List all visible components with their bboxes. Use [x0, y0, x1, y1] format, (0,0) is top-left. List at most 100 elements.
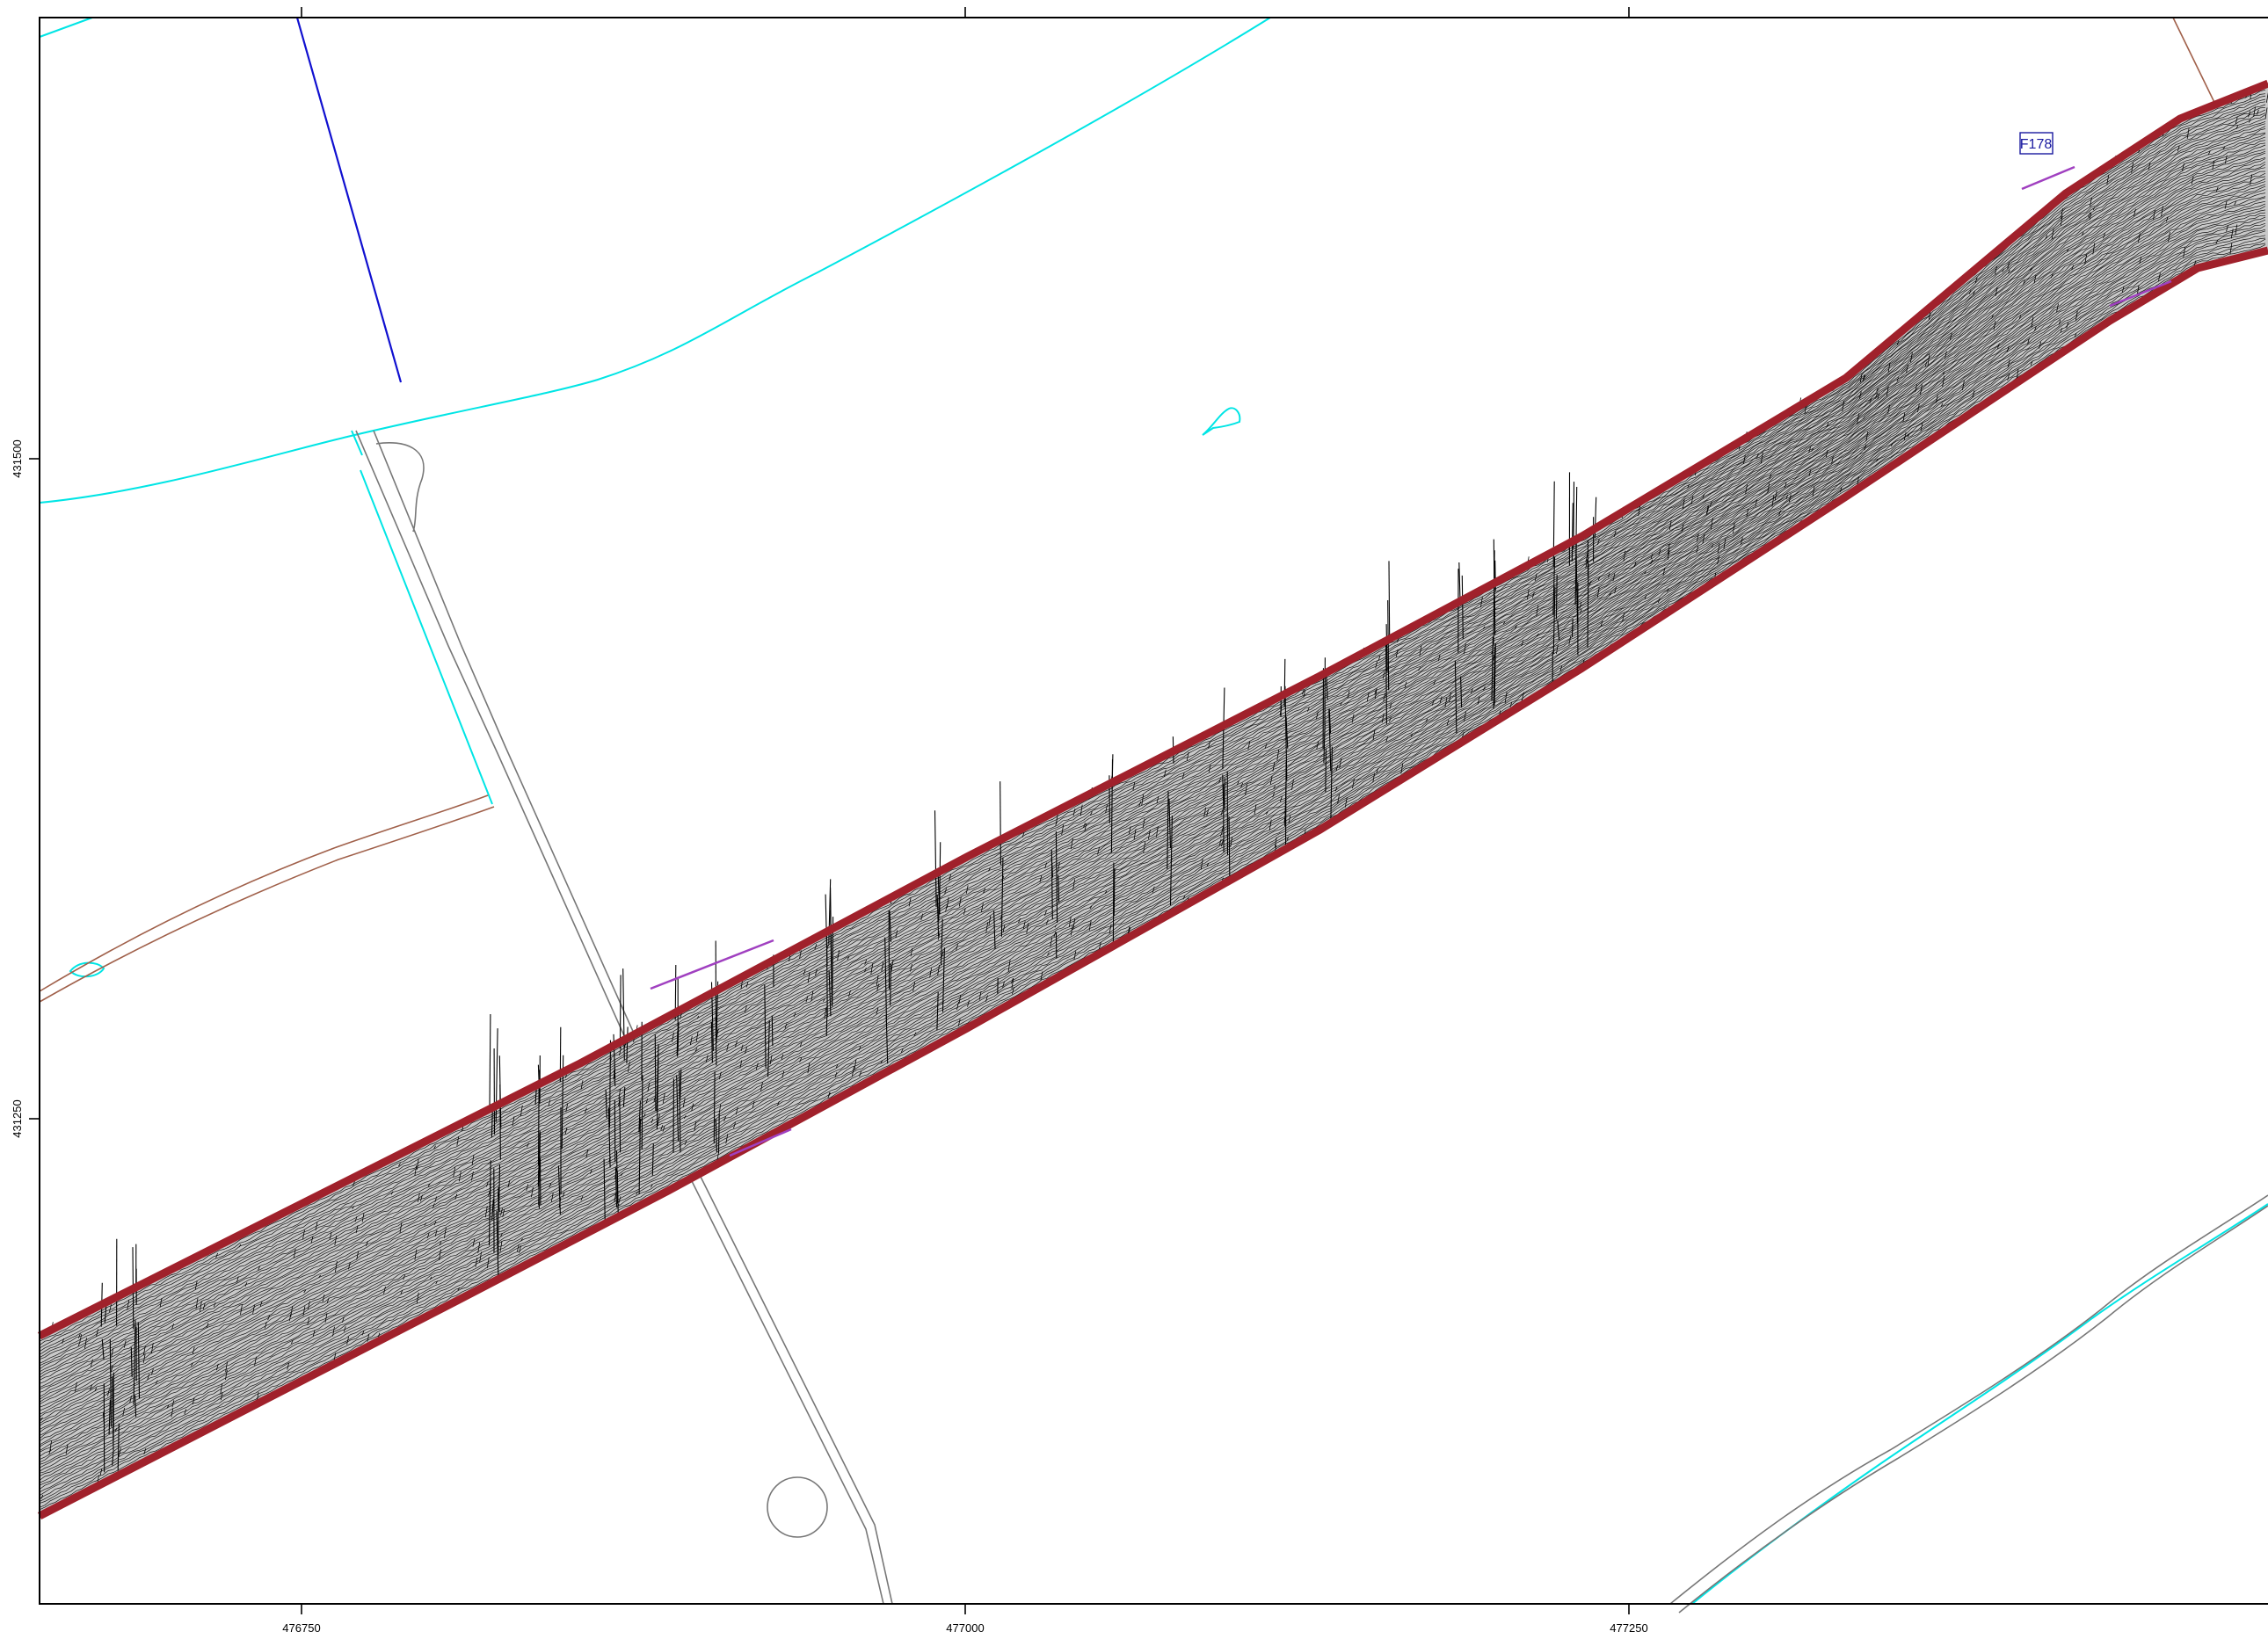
noise-blip	[123, 1340, 127, 1348]
noise-blip	[1811, 448, 1814, 452]
noise-blip	[895, 930, 898, 939]
noise-blip	[662, 1126, 665, 1132]
noise-blip	[1536, 633, 1539, 637]
noise-blip	[1644, 595, 1647, 599]
noise-blip	[682, 1098, 686, 1108]
noise-blip	[1039, 875, 1043, 883]
anomaly-spike	[677, 1022, 680, 1057]
anomaly-spike	[1328, 708, 1332, 734]
noise-blip	[1395, 649, 1399, 657]
noise-blip	[1745, 484, 1748, 495]
noise-blip	[1650, 553, 1654, 559]
noise-blip	[252, 1304, 255, 1314]
noise-blip	[84, 1338, 87, 1349]
noise-blip	[1831, 456, 1834, 464]
noise-blip	[752, 1101, 755, 1109]
noise-blip	[312, 1330, 316, 1338]
noise-blip	[1769, 473, 1772, 479]
noise-blip	[735, 1107, 738, 1115]
noise-blip	[215, 1363, 219, 1371]
anomaly-spike	[1552, 556, 1556, 615]
noise-blip	[2165, 216, 2169, 222]
anomaly-spike	[498, 1164, 501, 1208]
noise-blip	[1732, 522, 1735, 533]
noise-blip	[2191, 176, 2194, 185]
anomaly-spike	[619, 1098, 622, 1153]
noise-blip	[1089, 905, 1093, 910]
trace-line	[39, 112, 2266, 1367]
noise-blip	[618, 1196, 622, 1203]
noise-blip	[1138, 801, 1142, 807]
trace-line	[39, 189, 2266, 1452]
noise-blip	[1071, 838, 1073, 850]
noise-blip	[1002, 981, 1005, 989]
noise-blip	[1070, 925, 1073, 936]
noise-blip	[453, 1167, 456, 1178]
noise-blip	[1143, 842, 1146, 853]
anomaly-spike	[109, 1339, 113, 1427]
noise-blip	[1522, 692, 1524, 700]
noise-blip	[1044, 910, 1047, 917]
noise-blip	[1920, 423, 1923, 432]
noise-blip	[691, 1103, 694, 1112]
noise-blip	[383, 1286, 386, 1295]
noise-blip	[847, 956, 850, 961]
noise-blip	[814, 943, 818, 950]
noise-blip	[1046, 919, 1049, 925]
noise-blip	[1896, 340, 1900, 345]
noise-blip	[2034, 325, 2037, 331]
noise-blip	[683, 1115, 687, 1119]
noise-blip	[2007, 373, 2010, 381]
noise-blip	[1600, 620, 1603, 627]
noise-blip	[1917, 402, 1920, 413]
trace-line	[39, 132, 2266, 1389]
noise-blip	[705, 1055, 709, 1062]
noise-blip	[963, 908, 966, 916]
noise-blip	[444, 1228, 447, 1238]
noise-blip	[1502, 620, 1506, 625]
noise-blip	[822, 998, 825, 1002]
noise-blip	[259, 1301, 263, 1307]
noise-blip	[1090, 811, 1093, 816]
noise-blip	[618, 1088, 622, 1099]
noise-blip	[308, 1301, 310, 1309]
trace-line	[39, 170, 2266, 1430]
noise-blip	[40, 1494, 44, 1499]
noise-blip	[1681, 523, 1684, 533]
noise-blip	[1240, 782, 1243, 788]
trace-line	[39, 237, 2266, 1502]
anomaly-spike	[1168, 798, 1172, 849]
noise-blip	[864, 959, 868, 965]
anomaly-spike	[717, 1113, 720, 1154]
noise-blip	[1696, 545, 1699, 554]
noise-blip	[777, 1100, 780, 1106]
noise-blip	[366, 1240, 368, 1247]
noise-blip	[479, 1251, 482, 1263]
noise-blip	[1061, 824, 1065, 836]
noise-blip	[1890, 443, 1894, 447]
field-boundary-left-a	[39, 794, 489, 992]
noise-blip	[1053, 932, 1057, 938]
noise-blip	[390, 1191, 394, 1195]
noise-blip	[799, 1041, 803, 1048]
noise-blip	[1702, 533, 1705, 544]
noise-blip	[435, 1280, 439, 1285]
noise-blip	[638, 1118, 642, 1130]
noise-blip	[837, 949, 840, 961]
noise-blip	[1585, 553, 1588, 562]
noise-blip	[439, 1241, 442, 1245]
noise-blip	[2060, 215, 2063, 226]
noise-blip	[324, 1313, 328, 1323]
noise-blip	[1920, 384, 1923, 395]
anomaly-spike	[557, 1165, 561, 1215]
noise-blip	[2030, 360, 2033, 366]
noise-blip	[1011, 978, 1014, 990]
noise-blip	[718, 1104, 722, 1116]
noise-blip	[1609, 592, 1611, 596]
noise-blip	[1099, 941, 1101, 949]
noise-blip	[77, 1341, 81, 1346]
noise-blip	[1148, 830, 1151, 839]
noise-blip	[944, 888, 948, 894]
noise-blip	[793, 1012, 796, 1018]
noise-blip	[1568, 635, 1572, 645]
